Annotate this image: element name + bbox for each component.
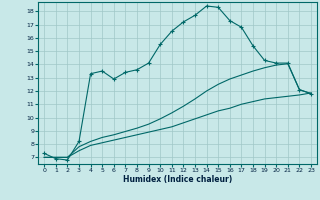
- X-axis label: Humidex (Indice chaleur): Humidex (Indice chaleur): [123, 175, 232, 184]
